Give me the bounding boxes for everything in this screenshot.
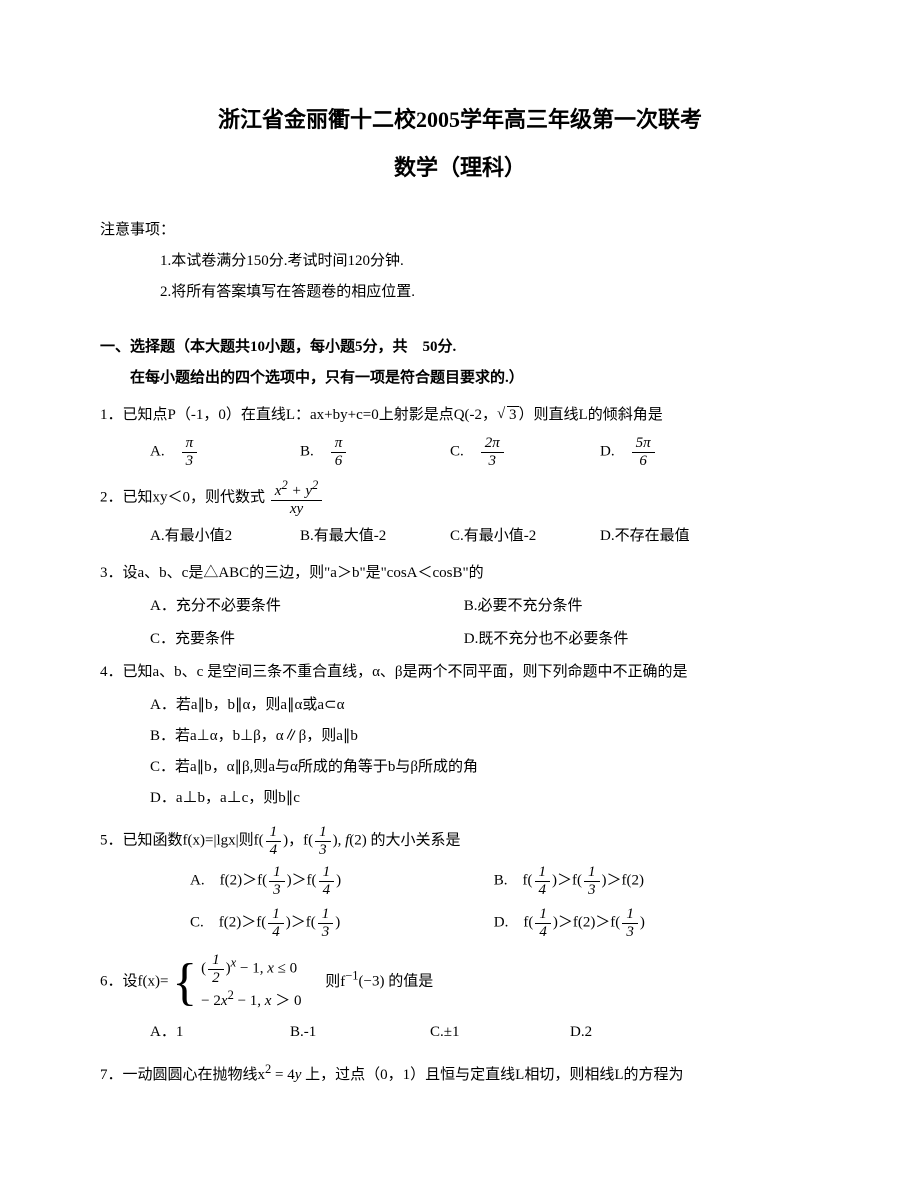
q1-opt-d: D. 5π6 bbox=[600, 435, 750, 469]
q6-text-c: (−3) 的值是 bbox=[359, 974, 434, 990]
notice-item-2: 2.将所有答案填写在答题卷的相应位置. bbox=[100, 279, 820, 306]
question-5: 5．已知函数f(x)=|lgx|则f(14)，f(13), f(2) 的大小关系… bbox=[100, 824, 820, 858]
q3-options-row2: C．充要条件 D.既不充分也不必要条件 bbox=[100, 626, 820, 653]
q5-options-row2: C. f(2)＞f(14)＞f(13) D. f(14)＞f(2)＞f(13) bbox=[100, 906, 820, 940]
q4-opt-d: D．a⊥b，a⊥c，则b∥c bbox=[100, 785, 820, 812]
question-7: 7．一动圆圆心在抛物线x2 = 4y 上，过点（0，1）且恒与定直线L相切，则相… bbox=[100, 1058, 820, 1089]
q6-options: A．1 B.-1 C.±1 D.2 bbox=[100, 1019, 820, 1046]
q4-opt-b: B．若a⊥α，b⊥β，α∥β，则a∥b bbox=[100, 723, 820, 750]
q6-text-b: 则f bbox=[325, 974, 345, 990]
q6-opt-b: B.-1 bbox=[290, 1019, 430, 1046]
q5-text-b: )，f( bbox=[283, 833, 313, 849]
notice-item-1: 1.本试卷满分150分.考试时间120分钟. bbox=[100, 248, 820, 275]
sqrt-3: 3 bbox=[497, 402, 519, 429]
question-3: 3．设a、b、c是△ABC的三边，则"a＞b"是"cosA＜cosB"的 bbox=[100, 560, 820, 587]
q1-opt-c: C. 2π3 bbox=[450, 435, 600, 469]
q2-opt-c: C.有最小值-2 bbox=[450, 523, 600, 550]
question-1: 1．已知点P（-1，0）在直线L：ax+by+c=0上射影是点Q(-2，3）则直… bbox=[100, 402, 820, 429]
q7-text-b: 上，过点（0，1）且恒与定直线L相切，则相线L的方程为 bbox=[305, 1067, 683, 1083]
q6-opt-a: A．1 bbox=[150, 1019, 290, 1046]
question-2: 2．已知xy＜0，则代数式 x2 + y2xy bbox=[100, 479, 820, 517]
q2-opt-b: B.有最大值-2 bbox=[300, 523, 450, 550]
q2-opt-d: D.不存在最值 bbox=[600, 523, 750, 550]
q1-opt-a: A. π3 bbox=[150, 435, 300, 469]
q2-fraction: x2 + y2xy bbox=[271, 479, 322, 517]
q5-options-row1: A. f(2)＞f(13)＞f(14) B. f(14)＞f(13)＞f(2) bbox=[100, 864, 820, 898]
document-subtitle: 数学（理科） bbox=[100, 148, 820, 188]
q3-opt-c: C．充要条件 bbox=[150, 626, 460, 653]
q3-opt-d: D.既不充分也不必要条件 bbox=[464, 626, 629, 653]
q5-text-c: ), bbox=[333, 833, 342, 849]
question-6: 6．设f(x)= { (12)x − 1, x ≤ 0 − 2x2 − 1, x… bbox=[100, 952, 820, 1013]
q3-opt-a: A．充分不必要条件 bbox=[150, 593, 460, 620]
q5-text-d: 的大小关系是 bbox=[367, 833, 461, 849]
q5-opt-a: A. f(2)＞f(13)＞f(14) bbox=[190, 864, 490, 898]
q1-opt-b: B. π6 bbox=[300, 435, 450, 469]
q4-opt-a: A．若a∥b，b∥α，则a∥α或a⊂α bbox=[100, 692, 820, 719]
q6-text-a: 6．设f(x)= bbox=[100, 974, 168, 990]
q3-options-row1: A．充分不必要条件 B.必要不充分条件 bbox=[100, 593, 820, 620]
q1-options: A. π3 B. π6 C. 2π3 D. 5π6 bbox=[100, 435, 820, 469]
q6-opt-c: C.±1 bbox=[430, 1019, 570, 1046]
q5-opt-c: C. f(2)＞f(14)＞f(13) bbox=[190, 906, 490, 940]
section-header: 一、选择题（本大题共10小题，每小题5分，共 50分. bbox=[100, 334, 820, 361]
q2-options: A.有最小值2 B.有最大值-2 C.有最小值-2 D.不存在最值 bbox=[100, 523, 820, 550]
question-4: 4．已知a、b、c 是空间三条不重合直线，α、β是两个不同平面，则下列命题中不正… bbox=[100, 659, 820, 686]
q5-text-a: 5．已知函数f(x)=|lgx|则f( bbox=[100, 833, 264, 849]
q2-opt-a: A.有最小值2 bbox=[150, 523, 300, 550]
q6-opt-d: D.2 bbox=[570, 1019, 710, 1046]
q3-opt-b: B.必要不充分条件 bbox=[464, 593, 583, 620]
q4-opt-c: C．若a∥b，α∥β,则a与α所成的角等于b与β所成的角 bbox=[100, 754, 820, 781]
document-title: 浙江省金丽衢十二校2005学年高三年级第一次联考 bbox=[100, 100, 820, 140]
q6-piecewise: { (12)x − 1, x ≤ 0 − 2x2 − 1, x ＞ 0 bbox=[172, 952, 301, 1013]
q5-opt-d: D. f(14)＞f(2)＞f(13) bbox=[494, 906, 645, 940]
q2-text: 2．已知xy＜0，则代数式 bbox=[100, 490, 265, 506]
q7-text-a: 7．一动圆圆心在抛物线x bbox=[100, 1067, 265, 1083]
q5-opt-b: B. f(14)＞f(13)＞f(2) bbox=[494, 864, 644, 898]
section-subheader: 在每小题给出的四个选项中，只有一项是符合题目要求的.） bbox=[100, 365, 820, 392]
notice-label: 注意事项： bbox=[100, 217, 820, 244]
q1-text-b: ）则直线L的倾斜角是 bbox=[519, 407, 663, 423]
q1-text-a: 1．已知点P（-1，0）在直线L：ax+by+c=0上射影是点Q(-2， bbox=[100, 407, 497, 423]
